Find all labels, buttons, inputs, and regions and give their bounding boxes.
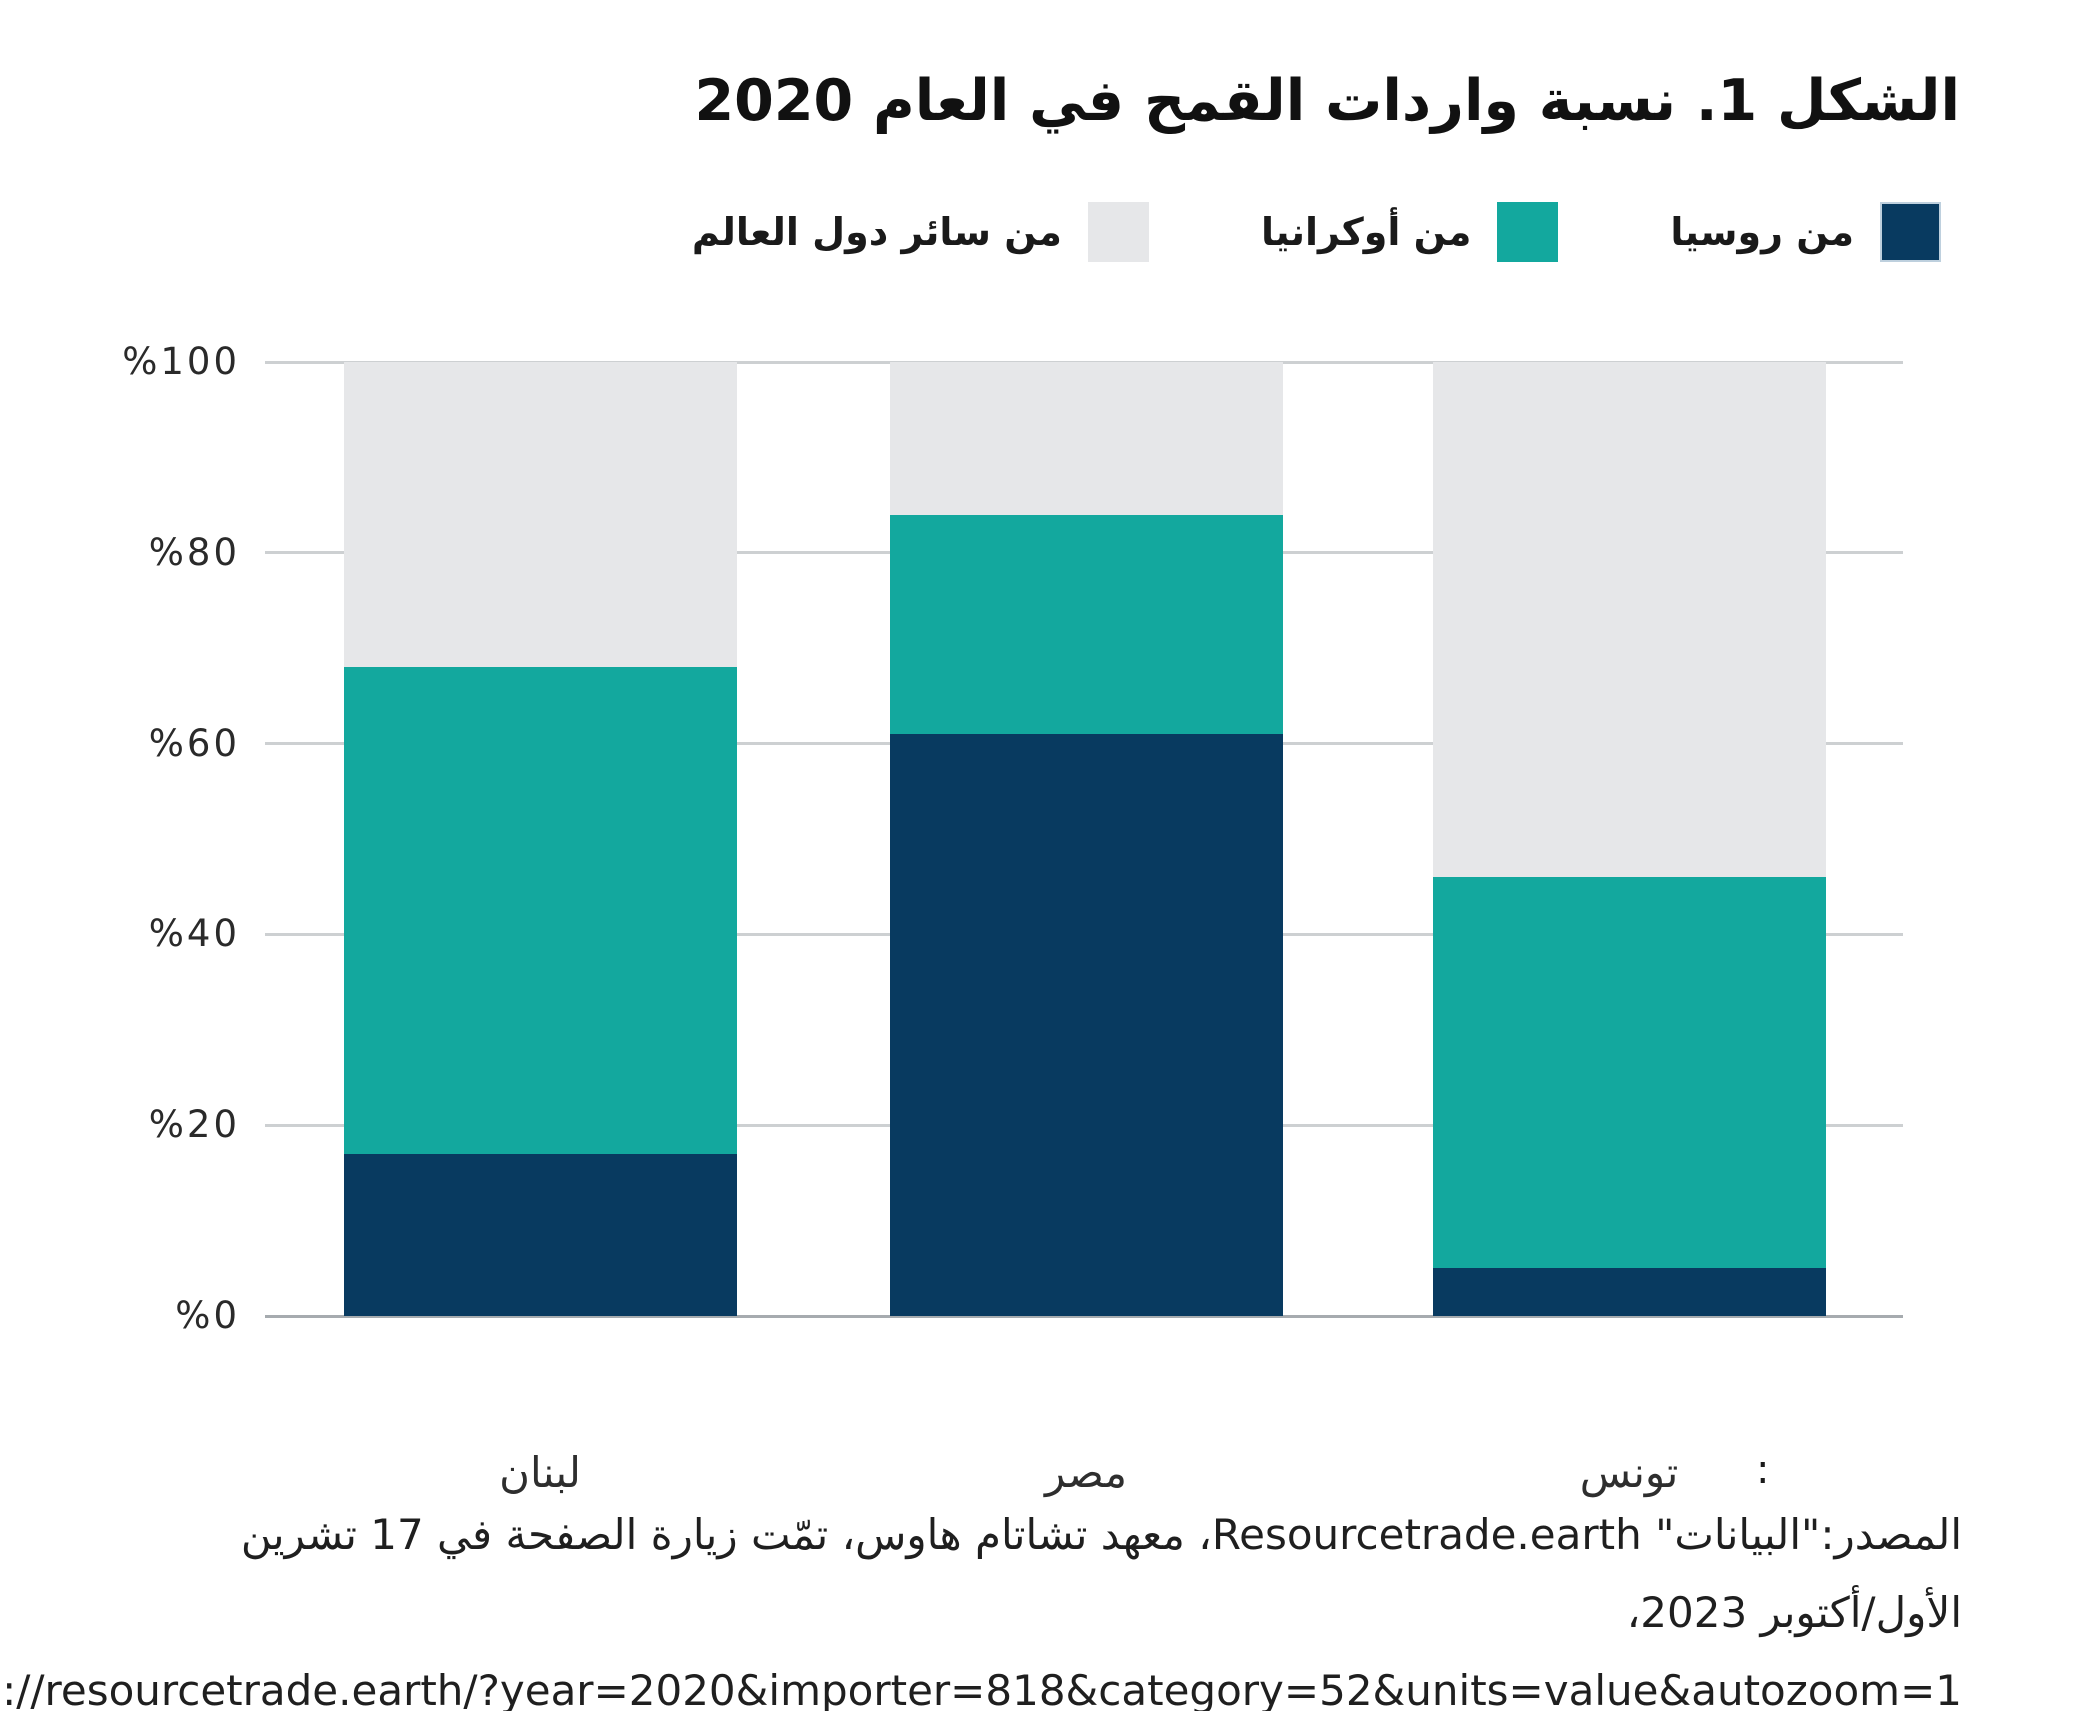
y-tick-label-60: %60 [148, 721, 240, 765]
y-tick-label-20: %20 [148, 1103, 240, 1147]
figure-title: الشكل 1. نسبة واردات القمح في العام 2020 [694, 68, 1961, 134]
category-label-2: مصر [1044, 1448, 1128, 1497]
bar-segment [344, 1153, 737, 1316]
y-tick-label-100: %100 [122, 340, 240, 383]
legend-label: من أوكرانيا [1260, 210, 1472, 254]
stacked-bar-2 [890, 362, 1283, 1316]
category-label-3: تونس [1579, 1448, 1679, 1497]
legend-label: من سائر دول العالم [691, 210, 1062, 254]
legend-swatch-icon [1087, 202, 1149, 262]
y-tick-label-80: %80 [148, 530, 240, 574]
source-text: المصدر:"البيانات" Resourcetrade.earth، م… [240, 1510, 1962, 1637]
stacked-bar-1 [344, 362, 737, 1316]
legend-swatch-icon [1497, 202, 1559, 262]
legend-item: من سائر دول العالم [692, 202, 1149, 262]
bar-segment [344, 362, 737, 668]
stray-colon-mark: : [1756, 1447, 1770, 1493]
legend-item: من روسيا [1670, 202, 1941, 262]
legend-item: من أوكرانيا [1260, 202, 1559, 262]
bar-segment [1433, 877, 1826, 1269]
y-tick-label-0: %0 [175, 1294, 240, 1337]
legend-label: من روسيا [1670, 210, 1854, 254]
source-url: https://resourcetrade.earth/?year=2020&i… [0, 1666, 1962, 1711]
bar-segment [890, 362, 1283, 515]
chart-legend: من روسيا من أوكرانيا من سائر دول العالم [692, 202, 1941, 262]
bar-segment [1433, 362, 1826, 878]
bar-segment [890, 514, 1283, 735]
bar-segment [344, 667, 737, 1154]
gridline-100 [265, 360, 1903, 364]
bar-segment [1433, 1268, 1826, 1316]
bar-segment [890, 734, 1283, 1316]
category-label-1: لبنان [499, 1448, 581, 1497]
stacked-bar-3 [1433, 362, 1826, 1316]
x-axis-baseline [265, 1314, 1903, 1318]
legend-swatch-icon [1880, 202, 1941, 262]
y-tick-label-40: %40 [148, 912, 240, 956]
source-note: المصدر:"البيانات" Resourcetrade.earth، م… [0, 1496, 1962, 1711]
